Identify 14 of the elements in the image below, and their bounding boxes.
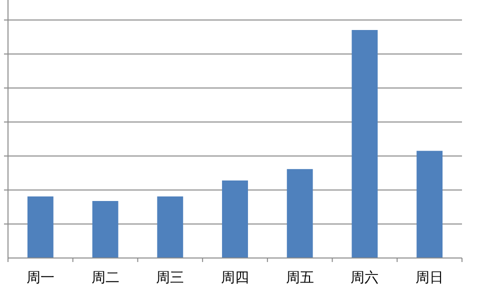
bar — [352, 30, 378, 258]
x-tick-label: 周一 — [26, 270, 54, 286]
bar — [27, 196, 54, 258]
x-tick-label: 周日 — [416, 270, 444, 286]
bar — [92, 201, 118, 258]
x-tick-label: 周六 — [350, 270, 379, 286]
x-tick-label: 周四 — [221, 270, 249, 286]
x-tick-label: 周五 — [286, 270, 314, 286]
bar — [416, 150, 443, 258]
bar — [157, 196, 184, 258]
x-tick-label: 周二 — [91, 270, 120, 286]
x-tick-label: 周三 — [156, 270, 184, 286]
bar — [222, 180, 248, 258]
bar — [286, 169, 313, 258]
